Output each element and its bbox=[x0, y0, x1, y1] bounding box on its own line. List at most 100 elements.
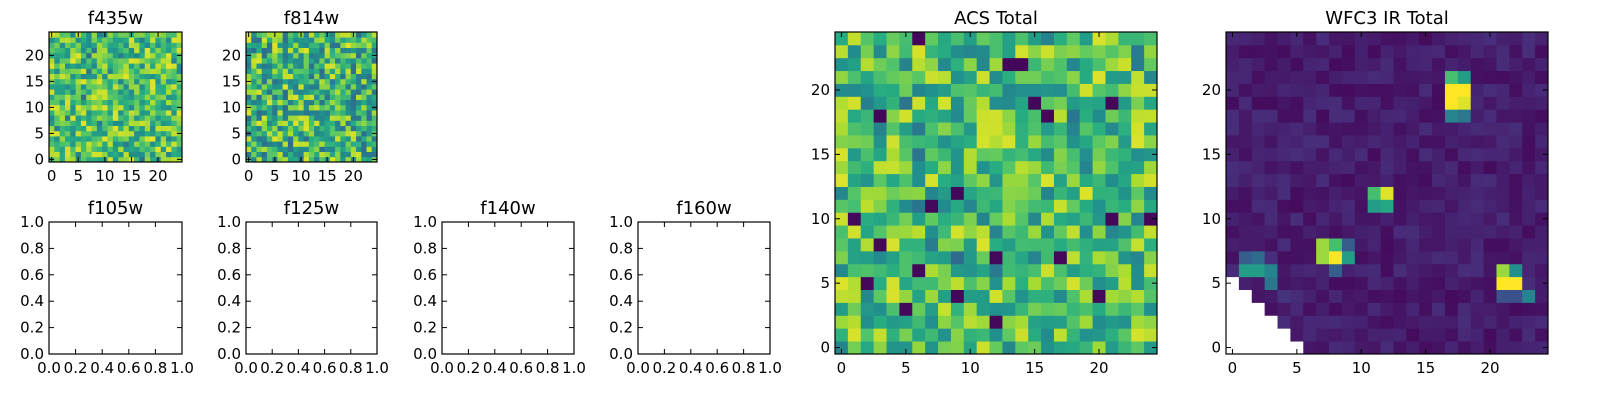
heatmap-cell bbox=[112, 42, 119, 48]
heatmap-cell bbox=[1053, 70, 1068, 84]
heatmap-cell bbox=[925, 147, 939, 162]
heatmap-cell bbox=[1131, 225, 1145, 239]
heatmap-cell bbox=[329, 84, 336, 90]
heatmap-cell bbox=[144, 84, 151, 90]
heatmap-cell bbox=[282, 115, 289, 121]
heatmap-cell bbox=[49, 42, 55, 48]
heatmap-cell bbox=[266, 37, 273, 43]
heatmap-cell bbox=[80, 42, 87, 48]
heatmap-cell bbox=[112, 130, 119, 137]
heatmap-cell bbox=[1406, 70, 1420, 84]
heatmap-cell bbox=[361, 58, 367, 64]
heatmap-cell bbox=[1367, 276, 1381, 290]
heatmap-cell bbox=[1380, 341, 1394, 355]
heatmap-cell bbox=[345, 120, 352, 126]
heatmap-cell bbox=[1015, 199, 1029, 213]
heatmap-cell bbox=[287, 146, 294, 152]
heatmap-cell bbox=[123, 37, 130, 43]
heatmap-cell bbox=[350, 58, 357, 64]
heatmap-cell bbox=[160, 115, 167, 121]
heatmap-cell bbox=[314, 104, 320, 111]
heatmap-cell bbox=[118, 146, 124, 152]
heatmap-cell bbox=[123, 78, 130, 85]
heatmap-cell bbox=[912, 32, 926, 46]
heatmap-cell bbox=[899, 315, 913, 329]
heatmap-cell bbox=[366, 146, 373, 152]
heatmap-cell bbox=[256, 89, 263, 95]
heatmap-cell bbox=[1393, 238, 1407, 252]
heatmap-cell bbox=[1041, 212, 1055, 226]
heatmap-cell bbox=[938, 135, 952, 149]
heatmap-cell bbox=[1522, 263, 1536, 278]
heatmap-cell bbox=[282, 68, 289, 74]
heatmap-cell bbox=[1105, 147, 1119, 162]
heatmap-cell bbox=[886, 57, 900, 72]
heatmap-cell bbox=[1316, 289, 1330, 303]
heatmap-cell bbox=[319, 42, 325, 48]
heatmap-cell bbox=[298, 99, 305, 106]
heatmap-cell bbox=[1419, 276, 1433, 290]
heatmap-cell bbox=[340, 78, 346, 85]
heatmap-cell bbox=[1483, 96, 1497, 110]
heatmap-cell bbox=[1144, 238, 1158, 252]
heatmap-cell bbox=[1432, 160, 1446, 175]
heatmap-cell bbox=[293, 47, 299, 54]
heatmap-cell bbox=[1131, 160, 1145, 175]
heatmap-cell bbox=[1144, 225, 1158, 239]
heatmap-cell bbox=[86, 52, 92, 59]
heatmap-cell bbox=[1290, 238, 1304, 252]
heatmap-cell bbox=[335, 32, 341, 38]
heatmap-cell bbox=[356, 94, 362, 100]
heatmap-cell bbox=[246, 151, 252, 158]
heatmap-cell bbox=[335, 78, 341, 85]
heatmap-cell bbox=[96, 130, 103, 137]
heatmap-cell bbox=[1393, 83, 1407, 97]
heatmap-cell bbox=[1393, 199, 1407, 213]
heatmap-cell bbox=[1015, 32, 1029, 46]
heatmap-cell bbox=[835, 212, 849, 226]
heatmap-cell bbox=[303, 141, 310, 147]
heatmap-cell bbox=[989, 109, 1003, 123]
heatmap-cell bbox=[298, 84, 305, 90]
heatmap-cell bbox=[938, 263, 952, 278]
heatmap-cell bbox=[80, 141, 87, 147]
heatmap-cell bbox=[963, 173, 978, 187]
heatmap-cell bbox=[1066, 276, 1081, 290]
heatmap-cell bbox=[366, 63, 373, 69]
heatmap-cell bbox=[256, 99, 263, 106]
heatmap-cell bbox=[251, 146, 257, 152]
heatmap-cell bbox=[251, 151, 257, 158]
heatmap-cell bbox=[324, 84, 331, 90]
heatmap-cell bbox=[1432, 83, 1446, 97]
heatmap-cell bbox=[1341, 135, 1356, 149]
heatmap-cell bbox=[1277, 32, 1291, 46]
heatmap-cell bbox=[1002, 32, 1016, 46]
heatmap-cell bbox=[282, 47, 289, 54]
heatmap-cell bbox=[1419, 250, 1433, 265]
heatmap-cell bbox=[80, 99, 87, 106]
heatmap-cell bbox=[1079, 135, 1093, 149]
heatmap-cell bbox=[171, 130, 178, 137]
heatmap-cell bbox=[166, 37, 172, 43]
heatmap-cell bbox=[1329, 57, 1343, 72]
heatmap-cell bbox=[1354, 160, 1369, 175]
heatmap-cell bbox=[1251, 32, 1266, 46]
heatmap-cell bbox=[350, 99, 357, 106]
heatmap-cell bbox=[324, 99, 331, 106]
heatmap-cell bbox=[324, 63, 331, 69]
heatmap-cell bbox=[1329, 135, 1343, 149]
heatmap-cell bbox=[54, 47, 61, 54]
heatmap-cell bbox=[1251, 212, 1266, 226]
y-tick-label: 0 bbox=[1211, 339, 1221, 357]
heatmap-cell bbox=[1522, 160, 1536, 175]
heatmap-cell bbox=[1251, 276, 1266, 290]
heatmap-cell bbox=[1028, 44, 1042, 59]
heatmap-cell bbox=[361, 78, 367, 85]
heatmap-cell bbox=[1457, 186, 1472, 200]
heatmap-cell bbox=[1066, 147, 1081, 162]
heatmap-cell bbox=[356, 110, 362, 116]
panel-title: f160w bbox=[676, 198, 731, 219]
heatmap-cell bbox=[308, 120, 315, 126]
heatmap-cell bbox=[1432, 276, 1446, 290]
